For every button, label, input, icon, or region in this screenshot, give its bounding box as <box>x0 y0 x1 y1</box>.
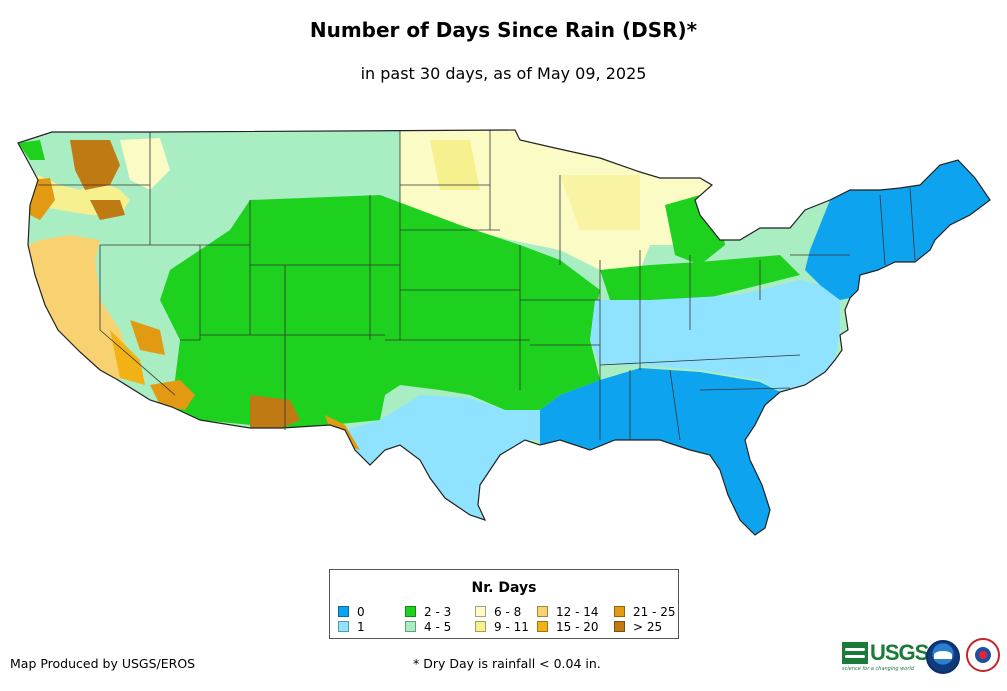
usgs-logo: USGS <box>842 640 929 666</box>
legend-label: 0 <box>357 605 365 619</box>
noaa-logo <box>926 640 960 674</box>
usgs-tagline: science for a changing world <box>842 666 914 672</box>
legend-label: 4 - 5 <box>424 620 452 634</box>
legend-item: 12 - 14 <box>537 605 599 619</box>
legend-swatch <box>614 621 625 632</box>
legend-item: 15 - 20 <box>537 620 599 634</box>
legend-item: 6 - 8 <box>475 605 521 619</box>
legend-label: 12 - 14 <box>556 605 599 619</box>
conus-map <box>17 129 991 536</box>
map-credit: Map Produced by USGS/EROS <box>10 656 196 671</box>
legend-swatch <box>405 606 416 617</box>
legend-swatch <box>475 606 486 617</box>
legend-swatch <box>537 621 548 632</box>
legend-item: 0 <box>338 605 365 619</box>
legend-label: 9 - 11 <box>494 620 529 634</box>
legend-item: 2 - 3 <box>405 605 451 619</box>
dry-day-note: * Dry Day is rainfall < 0.04 in. <box>413 656 601 671</box>
legend-title: Nr. Days <box>471 580 537 596</box>
legend-item: 1 <box>338 620 365 634</box>
legend-label: 21 - 25 <box>633 605 676 619</box>
legend-swatch <box>475 621 486 632</box>
legend-label: 6 - 8 <box>494 605 522 619</box>
legend-label: > 25 <box>633 620 663 634</box>
legend-label: 2 - 3 <box>424 605 452 619</box>
legend-label: 15 - 20 <box>556 620 599 634</box>
agency-logos: USGS science for a changing world <box>842 636 1007 684</box>
legend-swatch <box>405 621 416 632</box>
map-subtitle: in past 30 days, as of May 09, 2025 <box>360 64 647 83</box>
usgs-logo-text: USGS <box>870 640 929 665</box>
legend-swatch <box>338 621 349 632</box>
legend-swatch <box>614 606 625 617</box>
legend-item: 4 - 5 <box>405 620 451 634</box>
legend-item: 21 - 25 <box>614 605 676 619</box>
state-boundaries <box>38 130 916 441</box>
legend-item: > 25 <box>614 620 662 634</box>
map-title: Number of Days Since Rain (DSR)* <box>309 18 698 42</box>
legend-swatch <box>338 606 349 617</box>
nws-logo <box>966 638 1000 672</box>
usgs-wave-icon <box>842 642 868 664</box>
legend-label: 1 <box>357 620 365 634</box>
legend-item: 9 - 11 <box>475 620 529 634</box>
legend-swatch <box>537 606 548 617</box>
